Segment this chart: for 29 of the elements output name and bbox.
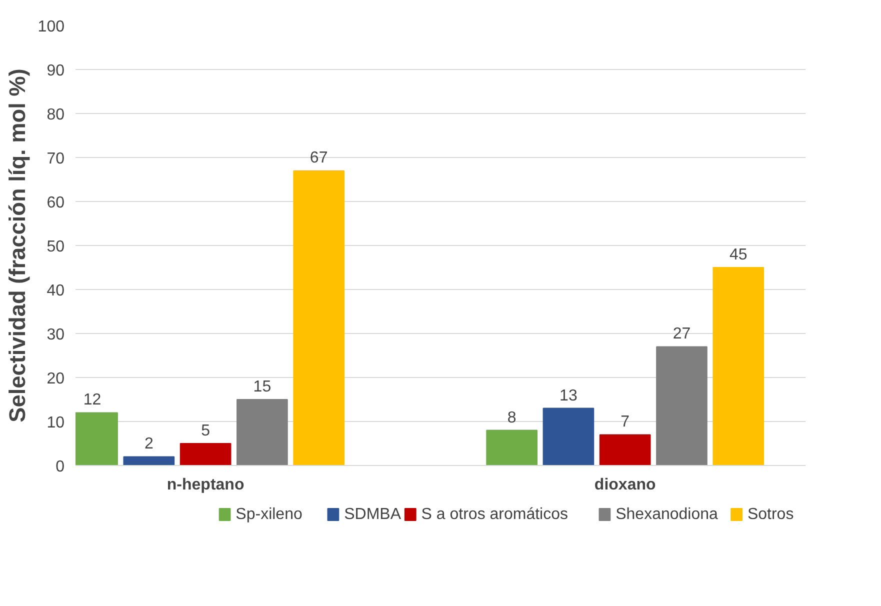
- data-label: 13: [560, 387, 578, 404]
- data-label: 15: [253, 378, 272, 396]
- data-label: 67: [310, 150, 328, 167]
- y-tick-label: 100: [38, 18, 65, 36]
- y-tick-label: 70: [46, 150, 65, 168]
- data-label: 45: [729, 246, 748, 264]
- legend-label: S a otros aromáticos: [421, 506, 568, 523]
- y-tick-label: 60: [46, 194, 65, 212]
- legend-label: Shexanodiona: [616, 506, 718, 523]
- legend-label: SDMBA: [344, 506, 402, 523]
- y-tick-label: 30: [46, 326, 65, 344]
- y-tick-label: 10: [46, 414, 65, 432]
- y-tick-label: 80: [46, 106, 65, 124]
- data-label: 27: [672, 326, 691, 343]
- data-label: 7: [620, 414, 630, 431]
- y-tick-label: 40: [46, 282, 65, 300]
- y-axis-title: Selectividad (fracción líq. mol %): [4, 68, 30, 422]
- y-tick-label: 20: [46, 370, 65, 388]
- y-tick-label: 0: [56, 458, 65, 476]
- y-tick-label: 50: [46, 238, 65, 256]
- legend-label: Sotros: [747, 506, 794, 523]
- data-label: 2: [144, 436, 154, 453]
- x-tick-label: dioxano: [594, 476, 656, 494]
- legend-label: Sp-xileno: [236, 506, 302, 523]
- data-label: 5: [201, 422, 210, 440]
- data-label: 12: [83, 392, 102, 409]
- data-label: 8: [507, 409, 516, 426]
- x-tick-label: n-heptano: [166, 476, 244, 494]
- y-tick-label: 90: [46, 62, 65, 80]
